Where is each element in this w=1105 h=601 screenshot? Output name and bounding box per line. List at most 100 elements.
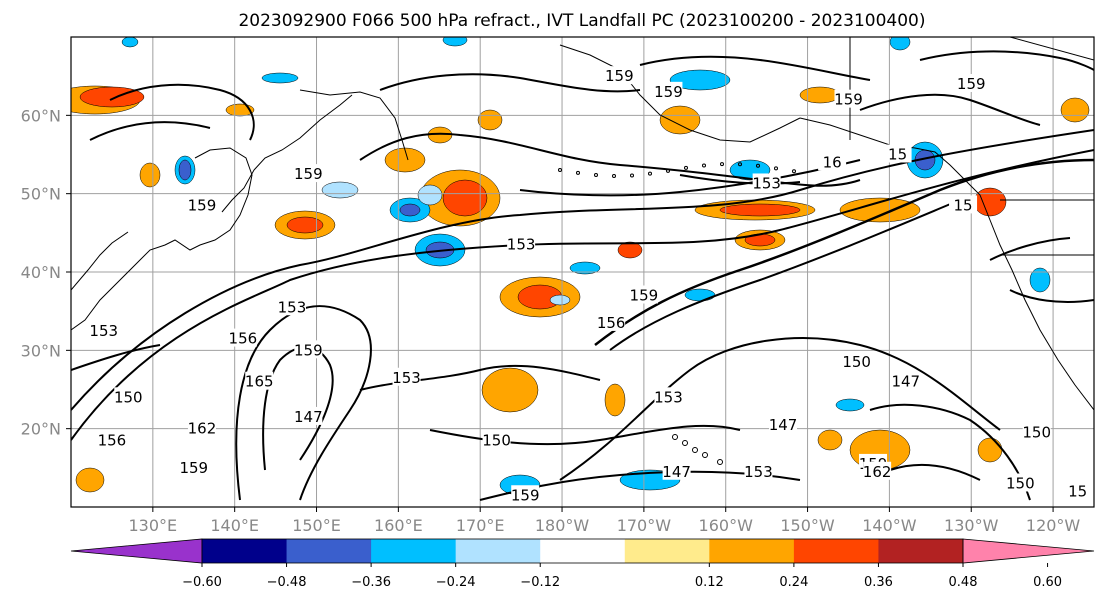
contour-label: 150 [482,431,511,449]
contour-label: 150 [842,353,871,371]
graticule [71,37,1094,507]
colorbar-segment [540,539,626,563]
colorbar: −0.60 −0.48 −0.36 −0.24 −0.12 0.12 0.24 0.36 0.4… [70,538,1095,590]
colorbar-tick-label: 0.24 [779,575,808,590]
contour-label-bg [834,89,863,108]
colorbar-tick-label: 0.12 [695,575,724,590]
lon-tick-label: 180°W [535,516,590,535]
colorbar-tick-label: 0.48 [949,575,978,590]
contour-label: 15 [954,196,973,214]
contour-label-bg [228,328,257,347]
contour-label-bg [245,371,274,390]
colorbar-tick-label: −0.36 [351,575,391,590]
contour-label: 159 [179,459,208,477]
contour-label: 159 [834,91,863,109]
contour-label-bg [511,485,540,504]
lon-tick-label: 150°W [780,516,835,535]
colorbar-tick-label: 0.36 [864,575,893,590]
contour-label: 159 [630,287,659,305]
contour-label: 153 [89,322,118,340]
contour-label-bg [507,234,536,253]
contour-label-bg [818,152,847,171]
contour-label: 16 [823,153,842,171]
contour-label-bg [605,66,634,85]
contour-label-bg [891,371,920,390]
contour-label-bg [752,173,781,192]
contour-label-bg [179,457,208,476]
lon-tick-label: 170°E [456,516,505,535]
colorbar-tick-label: −0.60 [182,575,222,590]
contour-label: 147 [294,408,323,426]
colorbar-segment [286,539,372,563]
contour-label-bg [294,164,323,183]
contour-label-bg [654,81,683,100]
contour-label: 153 [507,236,536,254]
contour-label: 150 [114,388,143,406]
colorbar-tick-label: −0.24 [436,575,476,590]
contour-label: 156 [229,330,258,348]
contour-label-bg [277,297,306,316]
lat-tick-label: 40°N [21,263,61,282]
coastlines [71,37,1094,465]
contour-label: 159 [511,486,540,504]
colorbar-segment [709,539,795,563]
latitude-tick-labels: 60°N 50°N 40°N 30°N 20°N [21,106,71,439]
contour-label: 150 [1006,475,1035,493]
colorbar-segment [878,539,964,563]
contour-label: 162 [863,463,892,481]
contour-label: 159 [957,75,986,93]
contour-label-bg [842,352,871,371]
contour-label: 159 [188,196,217,214]
lon-tick-label: 140°W [862,516,917,535]
contour-label-bg [769,414,798,433]
contour-label-bg [654,387,683,406]
contour-label-bg [294,340,323,359]
colorbar-tick-label: −0.48 [267,575,307,590]
contour-label: 150 [1022,424,1051,442]
contour-label-bg [1022,422,1051,441]
contour-label-bg [949,195,978,214]
contour-label-bg [187,195,216,214]
contour-label: 15 [888,146,907,164]
lon-tick-label: 160°W [699,516,754,535]
longitude-tick-labels: 130°E 140°E 150°E 160°E 170°E 180°W 170°W 160°W… [129,507,1080,535]
contour-label: 156 [98,431,127,449]
lon-tick-label: 130°W [944,516,999,535]
colorbar-tick-label: 0.60 [1033,575,1062,590]
contour-label-bg [957,74,986,92]
contour-label: 156 [597,314,626,332]
lon-tick-label: 170°W [617,516,672,535]
contour-label-bg [392,367,421,386]
contour-label: 15 [1068,482,1087,500]
lon-tick-label: 130°E [129,516,178,535]
contour-label: 153 [752,174,781,192]
contour-label: 147 [891,373,920,391]
contour-label: 159 [294,341,323,359]
lat-tick-label: 60°N [21,106,61,125]
contour-label-bg [863,461,892,480]
contour-label: 162 [188,420,217,438]
contour-label-bg [1006,473,1035,492]
colorbar-segment [455,539,541,563]
contour-label-bg [89,320,118,339]
contour-label-bg [629,285,658,304]
contour-label-bg [294,406,323,425]
colorbar-extend-low [70,538,203,564]
contour-label: 159 [605,67,634,85]
lon-tick-label: 160°E [374,516,423,535]
contour-label: 159 [654,83,683,101]
contour-label-bg [482,430,511,449]
colorbar-segment [202,539,288,563]
contour-label-bg [97,430,126,449]
contour-label: 153 [278,298,307,316]
contour-label-bg [187,418,216,437]
colorbar-segment [624,539,710,563]
colorbar-outline [201,538,964,564]
contour-label: 165 [245,373,274,391]
lon-tick-label: 150°E [292,516,341,535]
colorbar-extend-high [962,538,1095,564]
colorbar-tick-label: −0.12 [520,575,560,590]
contour-label-bg [883,144,912,163]
